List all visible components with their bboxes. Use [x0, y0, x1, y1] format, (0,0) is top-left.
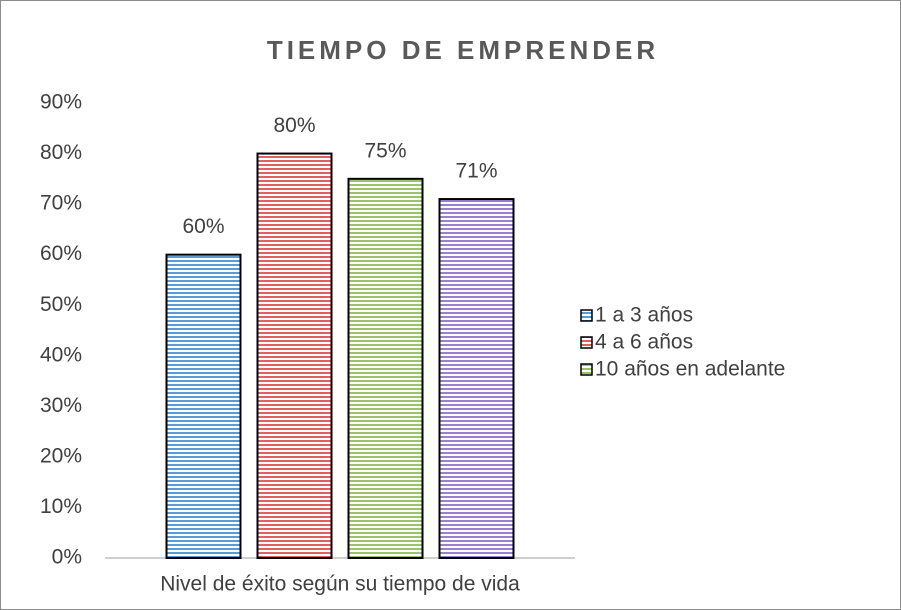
y-tick-label: 70% [40, 192, 82, 215]
data-label: 75% [364, 139, 406, 162]
y-tick-label: 10% [40, 495, 82, 518]
legend-swatch [580, 309, 593, 322]
y-tick-label: 30% [40, 394, 82, 417]
bar [165, 253, 242, 560]
chart-title: TIEMPO DE EMPRENDER [267, 35, 659, 65]
y-tick-label: 0% [52, 546, 82, 569]
data-label: 60% [182, 215, 224, 238]
data-label: 71% [455, 160, 497, 183]
y-tick-label: 60% [40, 242, 82, 265]
y-tick-label: 80% [40, 141, 82, 164]
bar [347, 177, 424, 559]
legend-label: 1 a 3 años [595, 304, 693, 327]
legend-swatch [580, 336, 593, 349]
y-tick-label: 20% [40, 444, 82, 467]
bar [438, 198, 515, 560]
data-label: 80% [273, 114, 315, 137]
y-tick-label: 40% [40, 343, 82, 366]
legend-label: 10 años en adelante [595, 358, 785, 381]
x-tick-label: Nivel de éxito según su tiempo de vida [160, 573, 520, 596]
legend-swatch [580, 363, 593, 376]
y-tick-label: 90% [40, 91, 82, 114]
y-tick-label: 50% [40, 293, 82, 316]
bar [256, 152, 333, 560]
legend-label: 4 a 6 años [595, 331, 693, 354]
